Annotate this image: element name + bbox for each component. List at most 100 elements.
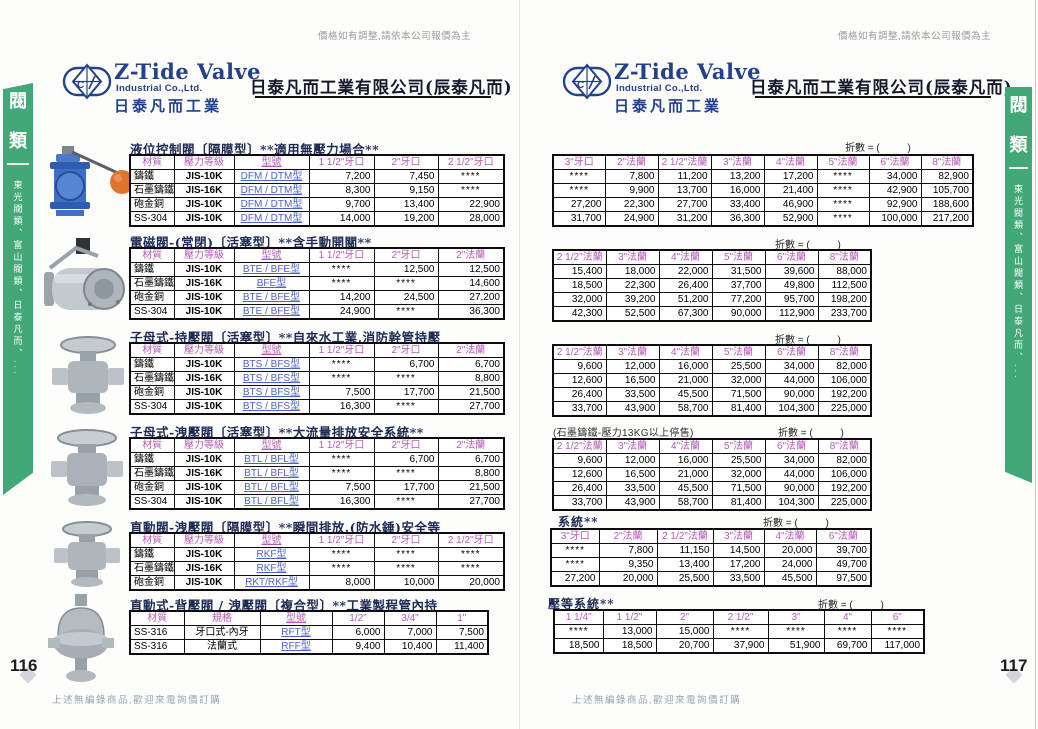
- cell: 18,500: [602, 638, 657, 654]
- cell: 14,500: [712, 543, 765, 558]
- cell: 8,800: [437, 466, 505, 481]
- table-row: 33,700 43,900 58,700 81,400 104,300 225,000: [552, 401, 872, 417]
- cell: 17,200: [763, 169, 818, 184]
- cell: 90,000: [764, 387, 819, 402]
- table-row: 砲金銅 JIS-10K RKT/RKF型 8,000 10,000 20,000: [129, 575, 505, 591]
- page-number-left: 116: [10, 656, 38, 675]
- cell: 14,200: [308, 290, 375, 305]
- cell: 石墨鑄鐵: [129, 561, 175, 576]
- table-row: 9,600 12,000 16,000 25,500 34,000 82,000: [552, 359, 872, 374]
- column-header: 4": [823, 609, 872, 625]
- column-header: 2"法蘭: [604, 154, 659, 170]
- cell: 22,900: [437, 197, 505, 212]
- cell: 16,000: [658, 359, 713, 374]
- cell: 39,700: [815, 543, 872, 558]
- cell: 45,500: [658, 481, 713, 496]
- cell: SS-316: [129, 625, 185, 640]
- cell: RFF型: [259, 639, 333, 655]
- cell: 12,000: [605, 453, 660, 468]
- column-header: 材質: [129, 532, 175, 548]
- cell: ****: [308, 371, 375, 386]
- header-row: 材質 壓力等級 型號 1 1/2"牙口 2"牙口 2 1/2"牙口: [129, 532, 505, 548]
- category-ribbon-left: 閥 類 東光閥類、富山閥類、日泰凡而、...: [3, 83, 33, 495]
- cell: 法蘭式: [183, 639, 261, 655]
- column-header: 5"法蘭: [711, 344, 766, 360]
- cell: ****: [816, 197, 870, 212]
- column-header: 3"牙口: [552, 154, 606, 170]
- cell: 22,300: [605, 278, 660, 293]
- category-char-2: 類: [9, 131, 27, 152]
- column-header: 2"牙口: [373, 154, 439, 170]
- table-row: 12,600 16,500 21,000 32,000 44,000 106,000: [552, 373, 872, 388]
- column-header: 1 1/2"牙口: [308, 532, 375, 548]
- cell: SS-304: [129, 211, 175, 227]
- cell: 25,500: [656, 571, 714, 587]
- cell: ****: [552, 169, 606, 184]
- cell: ****: [552, 183, 606, 198]
- cell: JIS-10K: [173, 399, 235, 415]
- cell: 88,000: [817, 264, 872, 279]
- cell: 21,000: [658, 467, 713, 482]
- column-header: 2"法蘭: [437, 437, 505, 453]
- cell: BTL / BFL型: [233, 480, 310, 495]
- cell: 81,400: [711, 401, 766, 417]
- cell: 砲金銅: [129, 197, 175, 212]
- cell: JIS-16K: [173, 466, 235, 481]
- cell: 25,500: [711, 359, 766, 374]
- column-header: 8"法蘭: [920, 154, 974, 170]
- cell: ****: [308, 561, 375, 576]
- cell: JIS-10K: [173, 290, 235, 305]
- cell: 42,300: [552, 306, 607, 322]
- cell: 7,500: [435, 625, 489, 640]
- discount-label-6: 折數 = ( ): [818, 600, 884, 611]
- cell: ****: [373, 494, 439, 510]
- cell: 117,000: [870, 638, 925, 654]
- brand-name-cn-right: 日泰凡而工業: [614, 97, 723, 115]
- column-header: 材質: [129, 154, 175, 170]
- system-price-table: 3"牙口 2"法蘭 2 1/2"法蘭 3"法蘭 4"法蘭 6"法蘭 **** 7,800 11,…: [550, 528, 872, 587]
- cell: 24,900: [308, 304, 375, 320]
- brand-name-cn: 日泰凡而工業: [114, 97, 223, 115]
- cell: 106,000: [817, 373, 872, 388]
- cell: 鑄鐵: [129, 169, 175, 184]
- column-header: 3"法蘭: [712, 528, 765, 544]
- solenoid-valve-table: 材質 壓力等級 型號 1 1/2"牙口 2"牙口 2"法蘭 鑄鐵 JIS-10K BTE / B…: [129, 247, 505, 320]
- svg-text:C: C: [577, 80, 584, 91]
- cell: 33,700: [552, 401, 607, 417]
- cell: JIS-10K: [173, 575, 235, 591]
- column-header: 型號: [233, 532, 310, 548]
- cell: 43,900: [605, 401, 660, 417]
- cell: 9,400: [331, 639, 385, 655]
- cell: 11,400: [435, 639, 489, 655]
- cell: 82,000: [817, 359, 872, 374]
- cell: 石墨鑄鐵: [129, 371, 175, 386]
- cell: SS-316: [129, 639, 185, 655]
- table-row: SS-304 JIS-10K BTS / BFS型 16,300 **** 27,700: [129, 399, 505, 415]
- cell: 27,700: [657, 197, 712, 212]
- header-row: 3"牙口 2"法蘭 2 1/2"法蘭 3"法蘭 4"法蘭 5"法蘭 6"法蘭 8"法蘭: [552, 154, 974, 170]
- direct-relief-valve-table: 材質 壓力等級 型號 1 1/2"牙口 2"牙口 2 1/2"牙口 鑄鐵 JIS-10K RKF…: [129, 532, 505, 591]
- column-header: 材質: [129, 610, 185, 626]
- cell: 69,700: [823, 638, 872, 654]
- table-row: 26,400 33,500 45,500 71,500 90,000 192,200: [552, 387, 872, 402]
- cell: BTS / BFS型: [233, 371, 310, 386]
- cell: ****: [308, 452, 375, 467]
- company-title: 日泰凡而工業有限公司(辰泰凡而): [250, 78, 513, 97]
- cell: 6,700: [437, 357, 505, 372]
- cell: 77,200: [711, 292, 766, 307]
- table-row: SS-304 JIS-10K BTL / BFL型 16,300 **** 27,700: [129, 494, 505, 510]
- cell: 7,200: [308, 169, 375, 184]
- cell: BTE / BFE型: [233, 262, 310, 277]
- header-row: 2 1/2"法蘭 3"法蘭 4"法蘭 5"法蘭 6"法蘭 8"法蘭: [552, 344, 872, 360]
- cell: 7,500: [308, 385, 375, 400]
- cell: 16,300: [308, 494, 375, 510]
- cell: ****: [816, 183, 870, 198]
- table-row: 鑄鐵 JIS-10K DFM / DTM型 7,200 7,450 ****: [129, 169, 505, 184]
- cell: 58,700: [658, 401, 713, 417]
- column-header: 2 1/2"法蘭: [552, 438, 607, 454]
- table-row: 石墨鑄鐵 JIS-16K BTS / BFS型 **** **** 8,800: [129, 371, 505, 386]
- column-header: 1 1/2"牙口: [308, 437, 375, 453]
- column-header: 2 1/2": [712, 609, 769, 625]
- cell: 8,000: [308, 575, 375, 591]
- cell: ****: [308, 262, 375, 277]
